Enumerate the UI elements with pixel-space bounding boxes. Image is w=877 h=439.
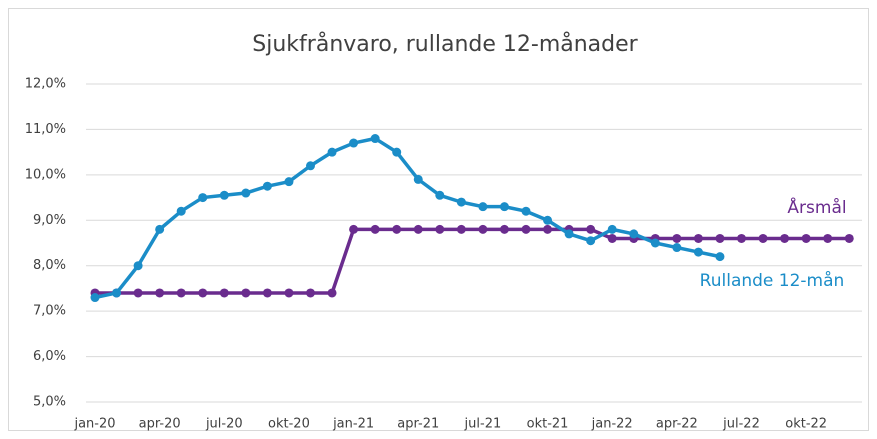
data-point [672, 243, 682, 253]
x-tick-label: okt-20 [268, 417, 310, 432]
data-point [715, 252, 725, 262]
data-point [90, 293, 100, 303]
data-point [241, 288, 251, 298]
data-point [586, 224, 596, 234]
x-tick-label: apr-22 [656, 417, 698, 432]
data-point [499, 202, 509, 212]
data-point [262, 181, 272, 191]
data-point [176, 288, 186, 298]
data-point [176, 206, 186, 216]
data-point [693, 247, 703, 257]
data-point [241, 188, 251, 198]
x-tick-label: apr-21 [397, 417, 439, 432]
y-tick-label: 10,0% [25, 167, 66, 182]
data-point [844, 233, 854, 243]
data-point [133, 261, 143, 271]
data-point [413, 224, 423, 234]
data-point [607, 233, 617, 243]
x-tick-label: okt-22 [785, 417, 827, 432]
data-point [392, 224, 402, 234]
data-point [284, 177, 294, 187]
data-point [693, 233, 703, 243]
data-point [435, 190, 445, 200]
data-point [133, 288, 143, 298]
data-point [715, 233, 725, 243]
data-point [543, 224, 553, 234]
x-tick-label: jul-20 [205, 417, 243, 432]
data-point [306, 288, 315, 298]
data-point [370, 224, 380, 234]
data-point [327, 288, 337, 298]
data-point [155, 224, 165, 234]
data-point [155, 288, 165, 298]
y-tick-label: 11,0% [25, 122, 66, 137]
data-point [456, 224, 466, 234]
series-label: Årsmål [787, 196, 846, 218]
data-point [586, 236, 596, 246]
data-point [219, 190, 229, 200]
y-tick-label: 5,0% [33, 395, 66, 410]
x-tick-label: jan-20 [73, 417, 115, 432]
data-point [392, 147, 402, 157]
data-point [349, 138, 359, 148]
x-tick-label: jan-21 [332, 417, 374, 432]
data-point [284, 288, 294, 298]
data-point [801, 233, 811, 243]
data-point [499, 224, 509, 234]
data-point [629, 229, 639, 239]
data-point [112, 288, 122, 298]
data-point [780, 233, 790, 243]
data-point [478, 202, 488, 212]
data-point [607, 224, 617, 234]
data-point [564, 229, 574, 239]
data-point [521, 224, 531, 234]
data-point [219, 288, 229, 298]
data-point [737, 233, 746, 243]
data-point [349, 224, 359, 234]
y-tick-label: 12,0% [25, 77, 66, 92]
x-tick-label: jul-22 [722, 417, 760, 432]
data-point [521, 206, 531, 216]
chart-border [8, 8, 869, 431]
x-tick-label: jan-22 [591, 417, 633, 432]
y-tick-label: 7,0% [33, 304, 66, 319]
data-point [823, 233, 833, 243]
data-point [413, 174, 423, 184]
x-tick-label: jul-21 [464, 417, 502, 432]
data-point [306, 161, 315, 171]
data-point [370, 134, 380, 144]
data-point [758, 233, 768, 243]
data-point [672, 233, 682, 243]
data-point [478, 224, 488, 234]
data-point [198, 193, 208, 203]
data-point [435, 224, 445, 234]
data-point [327, 147, 337, 157]
data-point [456, 197, 466, 207]
series-label: Rullande 12-mån [700, 270, 845, 291]
data-point [543, 215, 553, 225]
chart-title: Sjukfrånvaro, rullande 12-månader [252, 31, 638, 57]
data-point [262, 288, 272, 298]
y-tick-label: 6,0% [33, 349, 66, 364]
data-point [198, 288, 208, 298]
x-tick-label: apr-20 [139, 417, 181, 432]
x-tick-label: okt-21 [527, 417, 569, 432]
y-tick-label: 8,0% [33, 258, 66, 273]
y-tick-label: 9,0% [33, 213, 66, 228]
data-point [650, 238, 660, 248]
